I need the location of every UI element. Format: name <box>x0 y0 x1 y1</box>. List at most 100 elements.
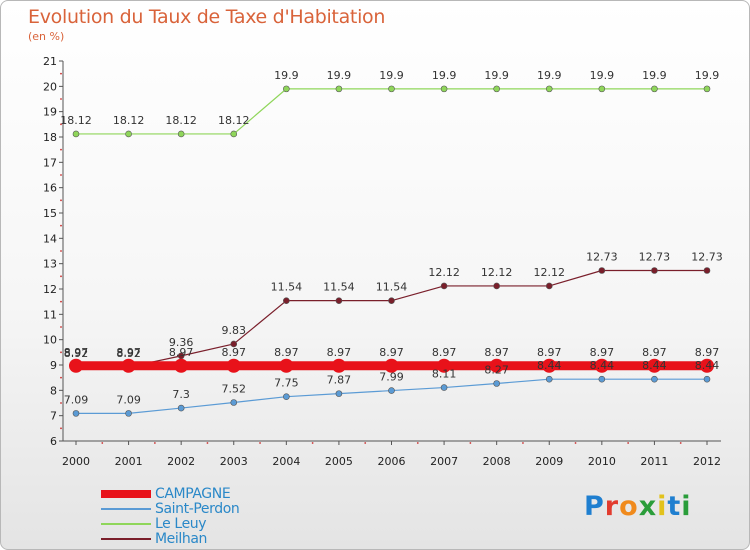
data-label-meilhan: 12.12 <box>481 266 513 279</box>
data-label-meilhan: 8.92 <box>116 347 141 360</box>
data-point-le-leuy <box>177 130 185 138</box>
x-tick-label: 2007 <box>430 455 458 468</box>
y-minor-dot <box>60 148 62 151</box>
y-tick-label: 12 <box>43 283 57 296</box>
data-label-le-leuy: 19.9 <box>432 69 457 82</box>
x-tick-label: 2005 <box>325 455 353 468</box>
series-line-saint-perdon <box>76 378 707 414</box>
data-point-saint-perdon <box>125 410 132 417</box>
data-point-campagne <box>647 358 662 373</box>
logo-letter: o <box>619 491 639 522</box>
data-point-campagne <box>331 358 346 373</box>
data-label-meilhan: 11.54 <box>271 281 303 294</box>
data-point-le-leuy <box>388 85 395 93</box>
x-minor-dot <box>416 442 419 444</box>
x-tick-label: 2010 <box>588 455 616 468</box>
series-layer <box>69 85 714 417</box>
data-label-meilhan: 8.92 <box>64 347 89 360</box>
data-label-campagne: 8.97 <box>484 346 509 359</box>
y-tick-label: 14 <box>43 232 57 245</box>
data-label-meilhan: 9.36 <box>169 336 194 349</box>
data-point-le-leuy <box>230 130 238 138</box>
y-minor-dot <box>60 427 62 430</box>
x-minor-dot <box>364 442 367 444</box>
y-tick-label: 9 <box>50 359 57 372</box>
legend-swatch-saint-perdon <box>101 508 151 510</box>
data-label-meilhan: 12.73 <box>586 251 618 264</box>
data-label-campagne: 8.97 <box>222 346 247 359</box>
data-point-campagne <box>594 358 609 373</box>
y-tick-label: 17 <box>43 156 57 169</box>
data-point-meilhan <box>651 267 658 274</box>
y-minor-dot <box>60 326 62 328</box>
data-label-campagne: 8.97 <box>116 346 141 359</box>
y-minor-dot <box>60 376 62 379</box>
data-label-le-leuy: 19.9 <box>590 69 615 82</box>
legend-swatch-meilhan <box>101 538 151 540</box>
x-minor-dot <box>627 442 630 444</box>
data-label-campagne: 8.97 <box>274 346 299 359</box>
data-point-saint-perdon <box>493 380 500 387</box>
logo-letter: i <box>657 491 668 522</box>
data-label-le-leuy: 18.12 <box>113 114 145 127</box>
data-point-campagne <box>69 358 83 373</box>
data-label-campagne: 8.97 <box>642 346 667 359</box>
axes: 6 7 8 9 10 11 12 13 14 15 16 17 18 19 20 21 2000 2001 2002… <box>43 55 721 468</box>
x-tick-label: 2009 <box>535 455 563 468</box>
data-point-le-leuy <box>545 85 553 93</box>
x-tick-label: 2012 <box>693 455 721 468</box>
legend-item-campagne: CAMPAGNE <box>101 486 301 502</box>
data-label-campagne: 8.97 <box>432 346 457 359</box>
x-minor-dot <box>259 442 261 444</box>
data-label-saint-perdon: 8.44 <box>590 359 615 372</box>
data-label-saint-perdon: 7.52 <box>222 382 247 395</box>
data-point-campagne <box>384 358 399 373</box>
y-tick-label: 18 <box>43 131 57 144</box>
data-point-le-leuy <box>440 85 448 93</box>
data-label-saint-perdon: 7.87 <box>327 374 352 387</box>
data-label-le-leuy: 18.12 <box>165 114 197 127</box>
data-point-meilhan <box>283 297 290 304</box>
data-point-le-leuy <box>283 85 290 93</box>
data-label-meilhan: 12.73 <box>691 251 723 264</box>
data-label-saint-perdon: 8.27 <box>484 363 509 376</box>
logo-letter: r <box>604 491 620 522</box>
data-label-campagne: 8.97 <box>379 346 404 359</box>
data-label-le-leuy: 19.9 <box>379 69 404 82</box>
x-minor-dot <box>679 442 682 444</box>
data-label-saint-perdon: 8.44 <box>695 359 720 372</box>
data-label-saint-perdon: 7.3 <box>172 388 190 401</box>
data-point-meilhan <box>598 267 606 274</box>
x-tick-label: 2001 <box>115 455 143 468</box>
data-label-saint-perdon: 7.75 <box>274 377 299 390</box>
data-point-campagne <box>121 358 136 373</box>
legend-item-le-leuy: Le Leuy <box>101 516 301 532</box>
data-label-meilhan: 12.73 <box>639 251 671 264</box>
y-minor-dot <box>60 300 62 303</box>
data-point-saint-perdon <box>230 399 238 406</box>
legend-item-saint-perdon: Saint-Perdon <box>101 501 301 517</box>
data-label-campagne: 8.97 <box>64 346 89 359</box>
data-point-campagne <box>700 358 714 373</box>
data-label-campagne: 8.97 <box>590 346 615 359</box>
data-point-campagne <box>489 358 504 373</box>
data-point-saint-perdon <box>440 384 448 391</box>
legend-swatch-le-leuy <box>101 523 151 525</box>
y-tick-label: 10 <box>43 334 57 347</box>
data-point-meilhan <box>335 297 343 304</box>
data-point-campagne <box>174 358 189 373</box>
data-point-meilhan <box>703 267 711 274</box>
data-label-saint-perdon: 7.09 <box>64 393 89 406</box>
chart-title: Evolution du Taux de Taxe d'Habitation <box>28 6 386 28</box>
x-tick-label: 2008 <box>483 455 511 468</box>
data-point-meilhan <box>440 282 448 290</box>
y-minor-dot <box>60 123 62 126</box>
legend-swatch-campagne <box>101 490 151 498</box>
x-minor-dot <box>206 442 209 444</box>
y-tick-label: 19 <box>43 106 57 119</box>
data-point-campagne <box>279 358 294 373</box>
data-point-le-leuy <box>125 130 132 138</box>
data-label-le-leuy: 19.9 <box>642 69 667 82</box>
data-point-campagne <box>542 358 557 373</box>
series-line-le-leuy <box>76 88 707 135</box>
